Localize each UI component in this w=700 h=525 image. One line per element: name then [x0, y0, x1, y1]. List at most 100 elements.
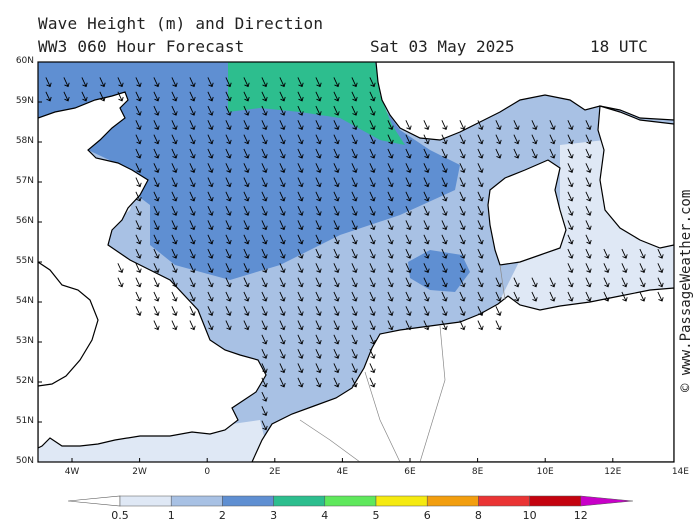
wave-arrow	[45, 77, 52, 88]
wave-arrow	[585, 205, 592, 216]
wave-arrow	[243, 134, 250, 145]
wave-arrow	[495, 148, 502, 159]
wave-arrow	[441, 320, 448, 331]
wave-arrow	[261, 77, 268, 88]
wave-arrow	[171, 306, 178, 316]
wave-arrow	[243, 263, 250, 274]
wave-arrow	[261, 291, 268, 302]
wave-arrow	[207, 248, 214, 259]
wave-arrow	[189, 306, 196, 316]
wave-arrow	[369, 148, 376, 159]
lat-label-60N: 60N	[15, 56, 34, 66]
wave-arrow	[603, 248, 610, 259]
colorbar-tick-label: 2	[218, 509, 226, 522]
wave-arrow	[369, 91, 376, 102]
wave-arrow	[135, 91, 142, 102]
wave-arrow	[225, 120, 232, 131]
wave-arrow	[549, 148, 556, 159]
wave-arrow	[153, 306, 160, 316]
wave-arrow	[567, 177, 574, 188]
wave-arrow	[459, 220, 466, 231]
colorbar-tick-label: 6	[423, 509, 431, 522]
wave-arrow	[171, 205, 178, 216]
lat-label-54N: 54N	[15, 296, 34, 306]
wave-arrow	[261, 91, 268, 102]
forecast-label: WW3 060 Hour Forecast	[38, 37, 245, 56]
wave-arrow	[171, 91, 178, 102]
wave-arrow	[423, 191, 430, 202]
wave-arrow	[441, 205, 448, 216]
wave-arrow	[585, 291, 592, 302]
wave-arrow	[99, 91, 106, 102]
wave-arrow	[423, 320, 430, 331]
wave-arrow	[441, 263, 448, 274]
wave-arrow	[153, 163, 160, 173]
wave-arrow	[351, 148, 358, 159]
wave-arrow	[261, 148, 268, 159]
wave-arrow	[441, 291, 448, 302]
wave-arrow	[531, 120, 538, 131]
wave-arrow	[333, 234, 340, 245]
wave-arrow	[315, 105, 322, 116]
wave-arrow	[405, 191, 412, 202]
wave-arrow	[135, 220, 142, 231]
wave-arrow	[477, 277, 484, 288]
forecast-date: Sat 03 May 2025	[370, 37, 515, 56]
wave-arrow	[297, 334, 304, 345]
wave-arrow	[333, 134, 340, 145]
wave-arrow	[369, 348, 376, 359]
wave-arrow	[333, 205, 340, 216]
wave-arrow	[135, 263, 142, 274]
lon-label-12E: 12E	[604, 467, 622, 477]
wave-arrow	[207, 291, 214, 302]
wave-arrow	[243, 191, 250, 202]
wave-arrow	[351, 91, 358, 102]
wave-arrow	[153, 220, 160, 231]
colorbar-swatch	[324, 495, 377, 507]
colorbar-tick-label: 1	[167, 509, 175, 522]
wave-arrow	[243, 291, 250, 302]
wave-arrow	[315, 320, 322, 331]
wave-arrow	[621, 291, 628, 302]
wave-arrow	[423, 220, 430, 231]
wave-arrow	[153, 320, 160, 331]
wave-arrow	[225, 291, 232, 302]
wave-arrow	[423, 248, 430, 259]
wave-arrow	[279, 77, 286, 88]
wave-arrow	[243, 320, 250, 331]
wave-arrow	[135, 291, 142, 302]
wave-arrow	[261, 248, 268, 259]
wave-arrow	[171, 77, 178, 88]
wave-arrow	[189, 220, 196, 231]
wave-arrow	[315, 191, 322, 202]
wave-arrow	[585, 277, 592, 288]
wave-arrow	[459, 177, 466, 188]
wave-arrow	[261, 134, 268, 145]
wave-arrow	[171, 148, 178, 159]
wave-arrow	[423, 163, 430, 173]
wave-arrow	[279, 134, 286, 145]
wave-arrow	[441, 277, 448, 288]
wave-arrow	[369, 77, 376, 88]
wave-arrow	[279, 205, 286, 216]
lat-label-51N: 51N	[15, 416, 34, 426]
wave-arrow	[189, 234, 196, 245]
wave-arrow	[387, 248, 394, 259]
wave-arrow	[549, 277, 556, 288]
land-sweden	[597, 105, 674, 249]
wave-arrow	[171, 177, 178, 188]
wave-arrow	[585, 120, 592, 131]
wave-arrow	[351, 120, 358, 131]
wave-arrow	[423, 277, 430, 288]
wave-arrow	[315, 234, 322, 245]
wave-arrow	[351, 377, 358, 388]
forecast-time: 18 UTC	[590, 37, 648, 56]
wave-arrow	[567, 120, 574, 131]
wave-arrow	[63, 77, 70, 88]
wave-arrow	[297, 134, 304, 145]
wave-arrow	[333, 220, 340, 231]
wave-arrow	[135, 163, 142, 173]
wave-arrow	[189, 91, 196, 102]
colorbar-tick-label: 12	[573, 509, 588, 522]
